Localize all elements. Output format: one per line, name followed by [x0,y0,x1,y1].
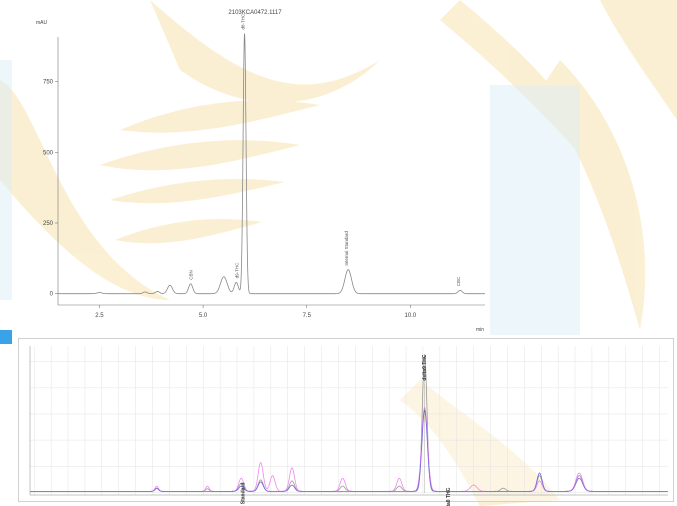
blue-marker [0,330,12,344]
series-line [30,410,668,492]
x-tick-label: 10.0 [405,313,417,319]
peak-label: delta9 THC [422,354,428,381]
series-line [58,33,485,295]
secondary-chromatogram-panel [18,338,674,502]
y-tick-label: 500 [43,150,54,156]
series-line [30,407,668,492]
peak-label: delta8 THC [446,487,452,506]
y-tick-label: 0 [50,292,54,298]
y-axis-unit-label: mAU [36,20,48,26]
x-tick-label: 5.0 [199,313,208,319]
x-axis-unit-label: min [476,327,484,333]
peak-label: d9-THC [234,262,239,279]
y-tick-label: 250 [43,221,54,227]
series-line [30,355,668,492]
peak-label: Internal Standard [240,483,246,506]
x-tick-label: 7.5 [303,313,312,319]
x-tick-label: 2.5 [95,313,104,319]
peak-label: Internal Standard [344,231,349,266]
peak-label: d8-THC [241,13,246,30]
y-tick-label: 750 [43,80,54,86]
peak-label: CBC [456,276,461,286]
chart-title: 2103KCA0472.1117 [228,10,282,16]
peak-label: CBN [189,270,194,280]
